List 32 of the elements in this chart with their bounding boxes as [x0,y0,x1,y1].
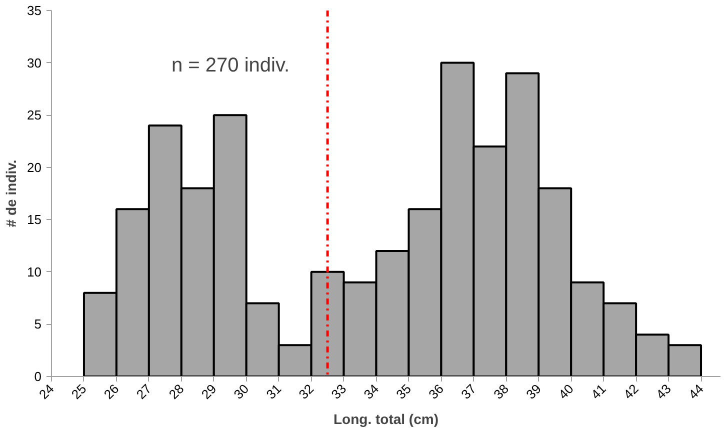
x-tick-label: 39 [523,381,544,402]
x-tick-label: 27 [133,381,154,402]
x-tick-label: 32 [296,381,317,402]
y-tick-label: 25 [27,108,42,123]
x-tick-label: 35 [393,381,414,402]
x-tick-label: 33 [328,381,350,402]
y-tick-label: 5 [34,316,42,332]
x-tick-label: 41 [588,381,609,402]
x-tick-label: 40 [556,381,576,402]
x-tick-label: 30 [230,381,252,402]
x-tick-label: 37 [458,381,479,402]
x-tick-label: 42 [620,381,642,402]
x-tick-label: 38 [490,381,512,402]
x-tick-label: 29 [198,381,220,402]
x-tick-label: 44 [685,381,706,402]
y-tick-label: 30 [27,55,42,70]
y-tick-label: 15 [27,212,42,228]
x-tick-label: 25 [68,381,90,402]
y-tick-label: 20 [27,160,42,175]
x-axis-title: Long. total (cm) [334,411,439,428]
x-tick-label: 26 [100,381,122,402]
y-axis-title: # de indiv. [3,160,20,228]
y-tick-label: 0 [34,369,42,384]
x-tick-label: 28 [166,381,187,402]
x-tick-label: 24 [36,381,57,402]
y-tick-label: 35 [27,3,42,18]
x-tick-label: 31 [263,381,284,402]
x-tick-label: 43 [653,381,674,402]
x-tick-label: 36 [426,381,447,402]
x-tick-label: 34 [360,381,382,402]
y-tick-label: 10 [27,264,42,280]
annotation: n = 270 indiv. [172,54,290,76]
